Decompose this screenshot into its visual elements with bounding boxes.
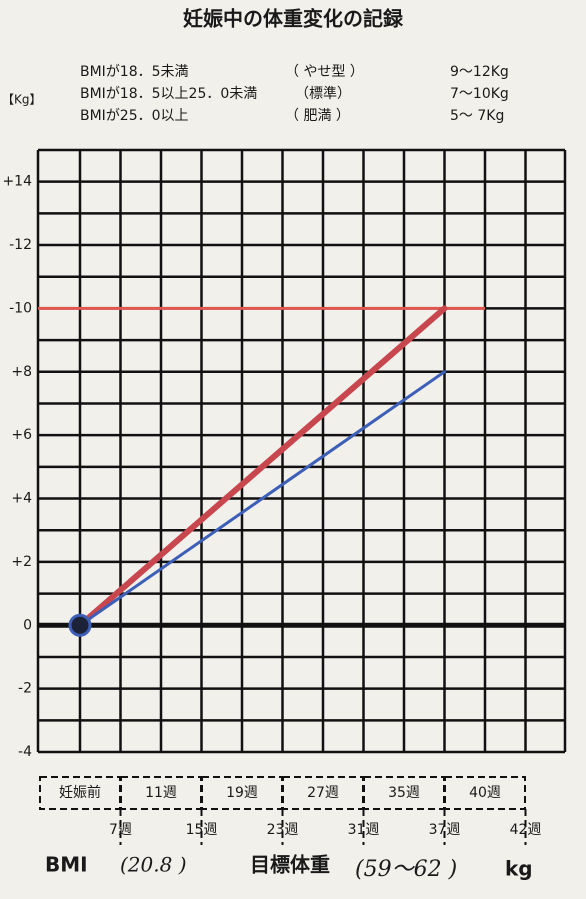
note: 5～ 7Kg — [450, 108, 504, 124]
x-tick-label: 11週 — [145, 785, 177, 801]
chart-title: 妊娠中の体重変化の記録 — [183, 7, 404, 31]
note: BMIが25．0以上 — [80, 108, 189, 124]
category-box — [201, 776, 283, 810]
y-tick-label: +4 — [11, 491, 32, 507]
y-tick-label: -2 — [18, 681, 32, 697]
y-tick-label: -10 — [9, 300, 32, 316]
note: 9～12Kg — [450, 64, 509, 80]
start-point — [68, 613, 92, 637]
x-tick-label: 19週 — [226, 785, 258, 801]
y-tick-label: -12 — [9, 237, 32, 253]
category-box — [39, 776, 121, 810]
y-tick-label: +14 — [2, 174, 32, 190]
x-tick-label: 15週 — [186, 822, 218, 838]
y-tick-label: +6 — [11, 427, 32, 443]
x-tick-label: 23週 — [267, 822, 299, 838]
note: （標準） — [295, 86, 351, 102]
x-tick-label: 27週 — [307, 785, 339, 801]
x-tick-label: 37週 — [429, 822, 461, 838]
footer-unit: kg — [505, 857, 533, 881]
y-tick-label: +2 — [11, 554, 32, 570]
footer-value: (20.8 ) — [120, 853, 187, 877]
y-axis-label: 【Kg】 — [2, 93, 42, 107]
y-tick-label: +8 — [11, 364, 32, 380]
y-tick-label: 0 — [23, 617, 32, 633]
x-tick-label: 妊娠前 — [59, 784, 101, 801]
x-tick-label: 35週 — [388, 785, 420, 801]
x-tick-label: 31週 — [348, 822, 380, 838]
note: （ やせ型 ） — [285, 64, 364, 80]
category-box — [444, 776, 526, 810]
y-tick-label: -4 — [18, 744, 32, 760]
note: 7～10Kg — [450, 86, 509, 102]
category-box — [282, 776, 364, 810]
data-line — [78, 370, 446, 627]
note: BMIが18．5以上25．0未満 — [80, 86, 257, 102]
category-box — [120, 776, 202, 810]
note: BMIが18．5未満 — [80, 64, 189, 80]
x-tick-label: 40週 — [469, 785, 501, 801]
note: （ 肥満 ） — [285, 108, 350, 124]
x-tick-label: 7週 — [109, 822, 132, 838]
x-tick-label: 42週 — [510, 822, 542, 838]
footer-value: (59～62 ) — [355, 857, 457, 882]
category-box — [363, 776, 445, 810]
data-line — [77, 305, 448, 629]
footer-label: 目標体重 — [250, 853, 330, 877]
footer-label: BMI — [45, 853, 88, 877]
